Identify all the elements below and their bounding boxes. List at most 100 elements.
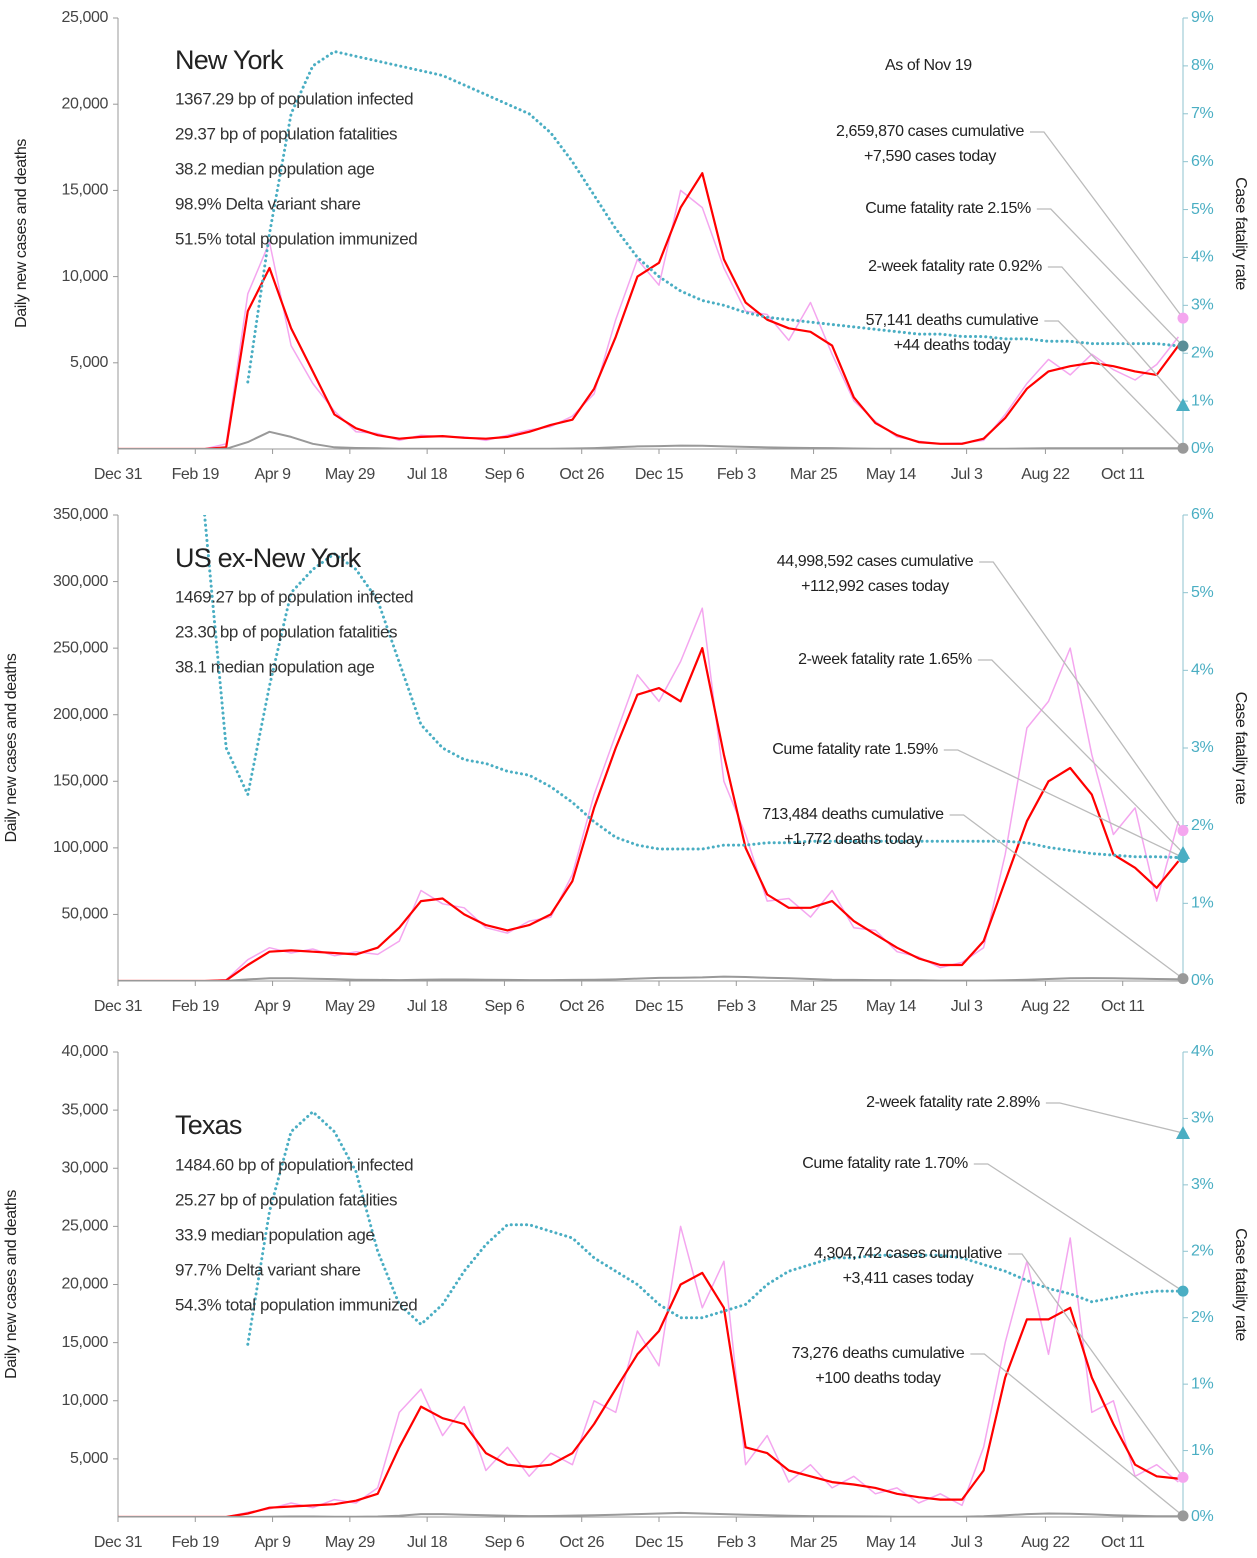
y2-tick-label: 0% (1191, 440, 1213, 457)
y-tick-label: 10,000 (61, 1392, 108, 1409)
stat-line: 33.9 median population age (175, 1225, 374, 1244)
series-line (118, 189, 1179, 449)
y2-tick-label: 0% (1191, 972, 1213, 989)
y2-tick-label: 2% (1191, 1309, 1213, 1326)
series-line (118, 647, 1180, 981)
leader-line (977, 659, 1184, 854)
y-tick-label: 25,000 (61, 9, 108, 26)
y-tick-label: 40,000 (61, 1043, 108, 1060)
x-tick-label: Oct 11 (1101, 466, 1145, 483)
stat-line: 1469.27 bp of population infected (175, 587, 413, 606)
end-marker (1177, 973, 1189, 985)
stat-line: 38.1 median population age (175, 657, 374, 676)
y2-tick-label: 1% (1191, 392, 1213, 409)
x-tick-label: Mar 25 (790, 998, 838, 1015)
y2-axis-title: Case fatality rate (1232, 1228, 1249, 1341)
y-tick-label: 25,000 (61, 1218, 108, 1235)
panel-title: New York (175, 45, 284, 75)
x-tick-label: Dec 31 (94, 1534, 143, 1551)
x-tick-label: May 14 (866, 1534, 917, 1551)
end-marker (1177, 852, 1189, 864)
x-tick-label: May 14 (866, 998, 917, 1015)
x-tick-label: Mar 25 (790, 466, 838, 483)
x-tick-label: Oct 26 (559, 1534, 604, 1551)
annotation-text: +3,411 cases today (843, 1270, 974, 1287)
panel-title: Texas (175, 1110, 242, 1140)
y2-tick-label: 9% (1191, 9, 1213, 26)
x-tick-label: Oct 11 (1101, 1534, 1145, 1551)
y-tick-label: 100,000 (53, 839, 109, 856)
annotation-text: 73,276 deaths cumulative (792, 1345, 965, 1362)
stat-line: 38.2 median population age (175, 159, 374, 178)
end-marker (1177, 312, 1189, 324)
y2-tick-label: 0% (1191, 1508, 1213, 1525)
x-tick-label: Apr 9 (254, 466, 291, 483)
y-tick-label: 30,000 (61, 1159, 108, 1176)
y-tick-label: 20,000 (61, 95, 108, 112)
annotation-text: +112,992 cases today (801, 578, 949, 595)
end-marker (1177, 1471, 1189, 1483)
y2-tick-label: 8% (1191, 57, 1213, 74)
series-line (118, 430, 1179, 449)
y2-tick-label: 3% (1191, 297, 1213, 314)
leader-line (1007, 1253, 1184, 1478)
panel-title: US ex-New York (175, 543, 362, 573)
x-tick-label: Feb 19 (172, 1534, 220, 1551)
x-tick-label: Oct 26 (559, 998, 604, 1015)
leader-line (970, 1353, 1184, 1517)
y-tick-label: 20,000 (61, 1276, 108, 1293)
stat-line: 1367.29 bp of population infected (175, 89, 413, 108)
stat-line: 51.5% total population immunized (175, 229, 417, 248)
leader-line (1047, 266, 1184, 406)
x-tick-label: Oct 11 (1101, 998, 1145, 1015)
x-tick-label: Jul 18 (407, 998, 448, 1015)
x-tick-label: Jul 3 (951, 1534, 983, 1551)
end-marker (1177, 1285, 1189, 1297)
y2-tick-label: 1% (1191, 895, 1213, 912)
y-tick-label: 15,000 (61, 182, 108, 199)
x-tick-label: Feb 3 (717, 998, 756, 1015)
y-tick-label: 5,000 (70, 1450, 109, 1467)
x-tick-label: Oct 26 (559, 466, 604, 483)
x-tick-label: Sep 6 (485, 998, 525, 1015)
fatality-rate-line (203, 515, 1180, 859)
y-tick-label: 250,000 (53, 639, 109, 656)
x-tick-label: Dec 15 (635, 466, 684, 483)
series-line (118, 607, 1180, 981)
annotation-text: Cume fatality rate 2.15% (865, 200, 1031, 217)
fatality-rate-line (246, 50, 1180, 384)
x-tick-label: May 29 (325, 466, 376, 483)
leader-line (1045, 1102, 1184, 1134)
annotation-text: 44,998,592 cases cumulative (777, 553, 974, 570)
x-tick-label: Feb 3 (717, 1534, 756, 1551)
y2-tick-label: 2% (1191, 344, 1213, 361)
x-tick-label: Dec 31 (94, 998, 143, 1015)
stat-line: 29.37 bp of population fatalities (175, 124, 397, 143)
x-tick-label: Aug 22 (1021, 998, 1070, 1015)
x-tick-label: Feb 19 (172, 466, 220, 483)
annotation-text: +1,772 deaths today (784, 831, 922, 848)
leader-line (943, 749, 1184, 859)
end-marker (1176, 1126, 1190, 1140)
annotation-text: Cume fatality rate 1.59% (772, 741, 938, 758)
y-tick-label: 5,000 (70, 354, 109, 371)
y2-tick-label: 4% (1191, 249, 1213, 266)
note: As of Nov 19 (885, 57, 972, 74)
y2-tick-label: 4% (1191, 662, 1213, 679)
x-tick-label: Feb 19 (172, 998, 220, 1015)
y2-tick-label: 3% (1191, 1176, 1213, 1193)
annotation-text: +44 deaths today (894, 337, 1011, 354)
x-tick-label: May 14 (866, 466, 917, 483)
x-tick-label: Jul 18 (407, 1534, 448, 1551)
stat-line: 23.30 bp of population fatalities (175, 622, 397, 641)
y2-tick-label: 6% (1191, 506, 1213, 523)
y-axis-title: Daily new cases and deaths (3, 1190, 20, 1379)
x-tick-label: Jul 3 (951, 998, 983, 1015)
y2-tick-label: 7% (1191, 105, 1213, 122)
y-tick-label: 350,000 (53, 506, 109, 523)
annotation-text: 4,304,742 cases cumulative (814, 1245, 1002, 1262)
leader-line (1029, 131, 1184, 319)
x-tick-label: Apr 9 (254, 1534, 291, 1551)
annotation-text: +7,590 cases today (864, 148, 996, 165)
